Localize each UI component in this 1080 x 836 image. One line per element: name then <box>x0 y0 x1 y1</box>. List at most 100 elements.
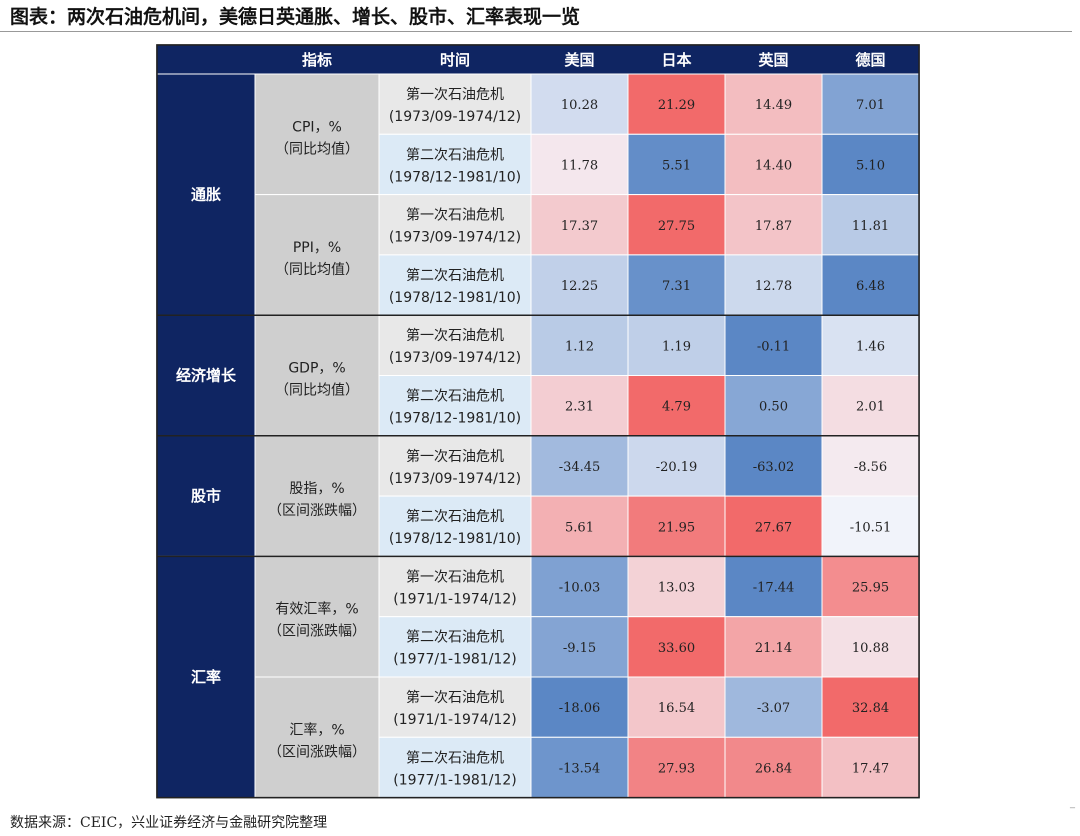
value-label: 16.54 <box>658 701 695 716</box>
value-cell <box>627 555 726 618</box>
period-cell <box>378 375 532 437</box>
value-label: 14.40 <box>755 158 792 173</box>
value-label: 12.78 <box>755 279 792 294</box>
indicator-label: CPI，% <box>292 119 342 135</box>
period-range: (1978/12-1981/10) <box>389 411 521 427</box>
value-label: 5.61 <box>565 520 594 535</box>
value-label: 1.12 <box>565 339 594 354</box>
value-label: 1.46 <box>856 339 885 354</box>
period-cell <box>378 616 532 678</box>
indicator-cell <box>254 73 380 196</box>
indicator-label: 股指，% <box>289 481 344 497</box>
value-cell <box>530 254 629 316</box>
period-cell <box>378 73 532 135</box>
value-label: 11.81 <box>852 219 889 234</box>
period-name: 第二次石油危机 <box>406 267 504 284</box>
period-name: 第一次石油危机 <box>406 207 504 224</box>
period-cell <box>378 676 532 738</box>
value-label: 5.10 <box>856 158 885 173</box>
indicator-label: GDP，% <box>288 361 345 377</box>
value-cell <box>627 133 726 196</box>
value-label: 26.84 <box>755 761 792 776</box>
period-cell <box>378 736 532 799</box>
value-label: 2.01 <box>856 400 885 415</box>
header-label: 日本 <box>661 51 691 69</box>
value-label: 10.88 <box>852 641 889 656</box>
value-cell <box>530 194 629 256</box>
period-range: (1971/1-1974/12) <box>393 591 516 607</box>
value-label: -3.07 <box>757 701 790 716</box>
value-label: 7.01 <box>856 98 885 113</box>
indicator-unit: （同比均值） <box>275 141 359 157</box>
value-label: 11.78 <box>561 158 598 173</box>
period-cell <box>378 495 532 557</box>
value-cell <box>821 616 920 678</box>
value-label: -10.03 <box>559 581 601 596</box>
value-cell <box>724 254 823 316</box>
value-cell <box>821 73 920 135</box>
value-cell <box>821 314 920 377</box>
period-range: (1978/12-1981/10) <box>389 169 521 185</box>
source-note: 数据来源：CEIC，兴业证券经济与金融研究院整理 <box>10 815 328 831</box>
value-label: 7.31 <box>662 279 691 294</box>
value-cell <box>627 676 726 738</box>
period-name: 第一次石油危机 <box>406 689 504 706</box>
category-label: 经济增长 <box>176 367 237 385</box>
value-label: 17.87 <box>755 219 792 234</box>
indicator-label: 有效汇率，% <box>275 601 358 618</box>
value-cell <box>627 73 726 135</box>
value-label: 12.25 <box>561 279 598 294</box>
value-label: 1.19 <box>662 339 691 354</box>
indicator-label: 汇率，% <box>289 721 344 738</box>
value-cell <box>724 676 823 738</box>
value-cell <box>821 676 920 738</box>
period-range: (1978/12-1981/10) <box>389 290 521 306</box>
value-label: 21.95 <box>658 520 695 535</box>
value-label: 6.48 <box>856 279 885 294</box>
period-range: (1973/09-1974/12) <box>389 350 521 366</box>
value-label: 33.60 <box>658 641 695 656</box>
value-label: 5.51 <box>662 158 691 173</box>
value-label: 32.84 <box>852 701 889 716</box>
value-cell <box>627 194 726 256</box>
value-cell <box>627 736 726 799</box>
period-name: 第一次石油危机 <box>406 327 504 344</box>
period-range: (1973/09-1974/12) <box>389 109 521 125</box>
category-cell <box>156 435 256 557</box>
value-label: -17.44 <box>753 581 795 596</box>
indicator-unit: （区间涨跌幅） <box>268 744 366 760</box>
period-range: (1978/12-1981/10) <box>389 531 521 547</box>
indicator-unit: （区间涨跌幅） <box>268 503 366 519</box>
period-name: 第二次石油危机 <box>406 749 504 766</box>
period-name: 第二次石油危机 <box>406 629 504 646</box>
period-cell <box>378 254 532 316</box>
table-border <box>156 44 920 799</box>
indicator-unit: （同比均值） <box>275 262 359 278</box>
header-band <box>157 45 919 74</box>
value-label: -34.45 <box>559 460 601 475</box>
value-cell <box>530 616 629 678</box>
indicator-unit: （区间涨跌幅） <box>268 624 366 640</box>
value-cell <box>530 133 629 196</box>
period-range: (1977/1-1981/12) <box>393 652 516 668</box>
value-label: 21.14 <box>755 641 792 656</box>
header-label: 美国 <box>564 51 594 69</box>
value-cell <box>627 495 726 557</box>
category-label: 股市 <box>191 487 221 505</box>
indicator-cell <box>254 676 380 799</box>
value-cell <box>724 555 823 618</box>
indicator-label: PPI，% <box>293 240 341 256</box>
period-name: 第一次石油危机 <box>406 86 504 103</box>
figure-title: 图表：两次石油危机间，美德日英通胀、增长、股市、汇率表现一览 <box>10 6 581 28</box>
value-label: 13.03 <box>658 581 695 596</box>
header-label: 指标 <box>302 51 332 69</box>
period-cell <box>378 435 532 497</box>
value-label: -0.11 <box>757 339 790 354</box>
title-divider <box>0 31 1072 32</box>
value-label: -8.56 <box>854 460 887 475</box>
value-label: -10.51 <box>850 520 892 535</box>
header-label: 英国 <box>758 51 788 69</box>
value-label: 21.29 <box>658 98 695 113</box>
value-label: 27.93 <box>658 761 695 776</box>
